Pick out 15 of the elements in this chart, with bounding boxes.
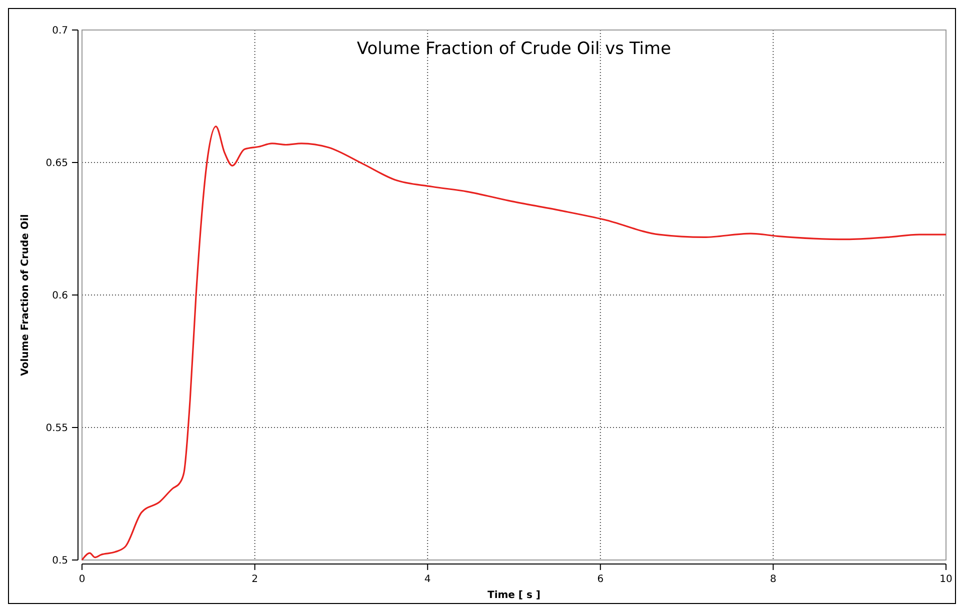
x-tick-label: 8: [770, 574, 776, 585]
x-axis-title: Time [ s ]: [488, 590, 540, 601]
x-tick-label: 4: [424, 574, 431, 585]
line-series: [81, 126, 947, 561]
y-tick-label: 0.55: [46, 423, 68, 434]
x-tick-label: 0: [78, 574, 86, 585]
x-tick-label: 6: [597, 574, 604, 585]
x-tick-label: 10: [940, 574, 952, 585]
y-tick-label: 0.6: [52, 290, 68, 302]
y-tick-label: 0.65: [46, 158, 68, 169]
y-tick-label: 0.7: [52, 26, 68, 36]
y-tick-label: 0.5: [52, 556, 68, 566]
text: Volume Fraction of Crude Oil vs Time: [356, 39, 672, 59]
x-tick-label: 2: [252, 574, 258, 585]
y-axis-title: Volume Fraction of Crude Oil: [20, 214, 31, 376]
